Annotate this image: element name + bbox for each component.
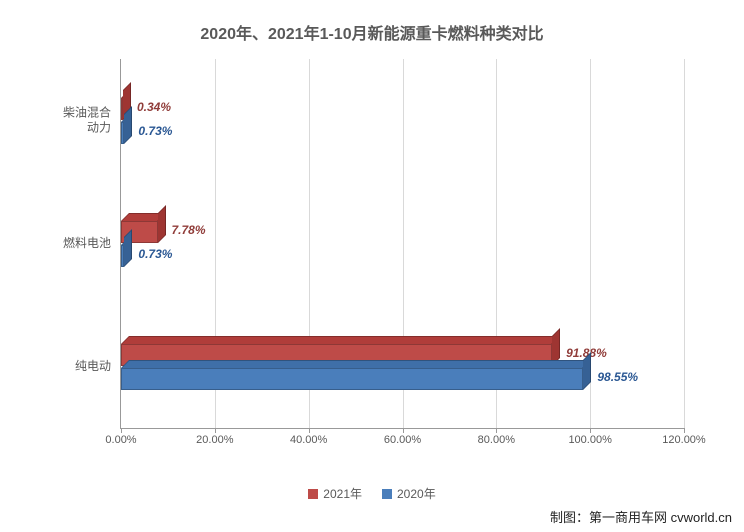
bar: 0.34% — [121, 98, 123, 120]
footer-credit: 制图：第一商用车网 cvworld.cn — [550, 507, 732, 526]
x-tick-mark — [309, 428, 310, 433]
x-tick-mark — [684, 428, 685, 433]
bar-value-label: 7.78% — [172, 222, 206, 236]
chart-title: 2020年、2021年1-10月新能源重卡燃料种类对比 — [40, 20, 704, 44]
x-tick-mark — [403, 428, 404, 433]
legend-label: 2021年 — [323, 485, 362, 502]
bar-side — [158, 205, 166, 243]
bar-side — [124, 106, 132, 144]
x-tick-mark — [121, 428, 122, 433]
bar-value-label: 0.34% — [137, 99, 171, 113]
category-group: 柴油混合 动力0.34%0.73% — [121, 59, 684, 182]
bar-value-label: 98.55% — [597, 369, 638, 383]
bar-value-label: 0.73% — [138, 123, 172, 137]
y-axis-label: 纯电动 — [41, 359, 121, 375]
x-tick-mark — [496, 428, 497, 433]
bar-side — [124, 229, 132, 267]
legend-item: 2020年 — [382, 485, 436, 502]
x-tick-mark — [590, 428, 591, 433]
legend-item: 2021年 — [308, 485, 362, 502]
legend-swatch — [382, 489, 392, 499]
bar: 98.55% — [121, 368, 583, 390]
y-axis-label: 柴油混合 动力 — [41, 105, 121, 136]
x-tick-label: 20.00% — [196, 434, 233, 446]
x-tick-label: 80.00% — [478, 434, 515, 446]
x-tick-mark — [215, 428, 216, 433]
bar-side — [583, 352, 591, 390]
x-tick-label: 0.00% — [105, 434, 136, 446]
x-tick-label: 120.00% — [662, 434, 705, 446]
legend-label: 2020年 — [397, 485, 436, 502]
bar-top — [121, 360, 591, 368]
legend: 2021年 2020年 — [0, 485, 744, 502]
bar: 0.73% — [121, 122, 124, 144]
bar-face — [121, 368, 583, 390]
legend-swatch — [308, 489, 318, 499]
category-group: 燃料电池7.78%0.73% — [121, 182, 684, 305]
chart-container: 2020年、2021年1-10月新能源重卡燃料种类对比 0.00%20.00%4… — [0, 0, 744, 532]
category-group: 纯电动91.88%98.55% — [121, 305, 684, 428]
x-tick-label: 40.00% — [290, 434, 327, 446]
plot-area: 0.00%20.00%40.00%60.00%80.00%100.00%120.… — [120, 59, 684, 429]
bar-value-label: 0.73% — [138, 246, 172, 260]
x-tick-label: 100.00% — [568, 434, 611, 446]
gridline — [684, 59, 685, 428]
x-tick-label: 60.00% — [384, 434, 421, 446]
bar: 0.73% — [121, 245, 124, 267]
y-axis-label: 燃料电池 — [41, 236, 121, 252]
bar-top — [121, 336, 560, 344]
